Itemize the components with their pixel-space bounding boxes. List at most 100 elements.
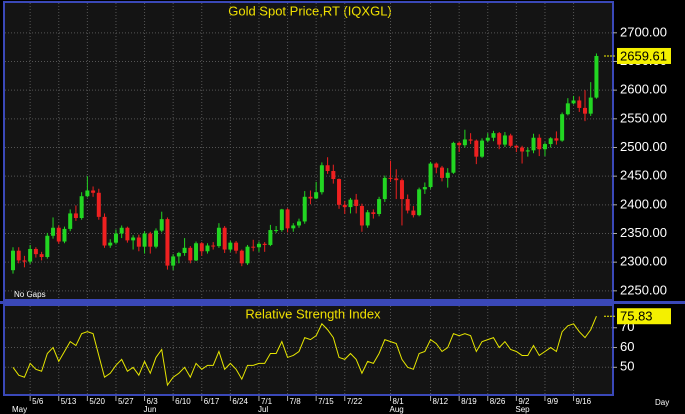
candle-body [228,242,233,250]
candle-body [342,204,347,208]
candle-body [451,142,456,173]
candle-body [457,142,462,146]
candle-body [291,225,296,229]
x-tick-label: 8/19 [461,397,477,406]
x-tick-label: 7/1 [261,397,273,406]
candle-body [85,190,90,197]
candle-body [22,260,27,262]
candle-body [319,165,324,193]
candle-body [468,139,473,141]
candle-body [440,167,444,178]
y-tick-label: 2350.00 [620,225,667,240]
month-label: Jun [144,405,157,414]
candle-body [256,243,261,248]
candle-body [274,230,279,232]
last-value-box [617,47,671,64]
candle-body [382,177,387,200]
candle-body [434,163,439,168]
candle-body [474,140,479,157]
candle-body [371,212,376,214]
candle-body [354,199,359,206]
candle-body [520,147,525,152]
candle-body [205,245,210,252]
candle-body [262,243,267,245]
candle-body [16,250,21,261]
candle-body [33,248,38,255]
candle-body [337,179,342,205]
x-tick-label: 9/9 [547,397,559,406]
y-tick-label: 60 [620,339,634,354]
candle-body [131,237,136,241]
candle-body [199,243,204,252]
candle-body [514,145,519,148]
candle-body [211,245,216,247]
candle-body [445,172,450,178]
candle-body [154,230,158,247]
x-axis-label: Day [655,398,669,407]
y-tick-label: 50 [620,359,634,374]
candle-body [176,252,181,257]
x-tick-label: 8/26 [490,397,506,406]
x-tick-label: 5/20 [89,397,105,406]
candle-body [68,213,73,229]
candle-body [297,221,301,226]
last-value-box [617,308,671,325]
y-tick-label: 2400.00 [620,196,667,211]
candle-body [234,242,239,251]
candle-body [108,242,113,246]
candle-body [285,209,290,229]
candle-body [222,227,227,250]
candle-body [91,190,96,193]
candle-body [182,247,187,253]
candle-body [502,135,507,145]
last-value-label: 75.83 [620,309,653,324]
candle-body [571,100,576,104]
month-label: Sep [515,405,530,414]
candle-body [245,246,250,264]
x-tick-label: 8/1 [393,397,405,406]
price-panel [3,1,614,301]
chart-title: Gold Spot Price,RT (IQXGL) [228,3,392,18]
candle-body [268,230,273,245]
candle-body [365,212,370,226]
candle-body [73,213,78,219]
candle-body [113,233,118,243]
x-tick-label: 6/10 [175,397,191,406]
x-tick-label: 5/27 [118,397,134,406]
candle-body [537,137,542,150]
x-tick-label: 5/13 [61,397,77,406]
candle-body [325,165,330,171]
x-tick-label: 7/22 [347,397,363,406]
candle-body [542,144,547,150]
candle-body [96,192,101,217]
candle-body [497,133,502,145]
candle-body [308,196,313,199]
x-tick-label: 7/15 [318,397,334,406]
candle-body [194,243,199,261]
candle-body [491,133,496,138]
candle-body [508,135,513,146]
candle-body [28,248,33,262]
y-tick-label: 2700.00 [620,24,667,39]
y-tick-label: 2600.00 [620,82,667,97]
candle-body [239,250,244,264]
candle-body [422,187,427,190]
candle-body [165,219,170,266]
candle-body [359,205,364,226]
candle-body [405,199,410,211]
candle-body [348,199,353,208]
candle-body [45,235,50,257]
y-tick-label: 2550.00 [620,110,667,125]
candle-body [548,138,553,145]
candle-body [51,227,56,236]
candle-body [565,103,570,115]
candle-body [560,114,565,141]
x-tick-label: 6/24 [232,397,248,406]
candle-body [62,228,67,242]
x-tick-label: 6/3 [147,397,159,406]
rsi-line [12,316,597,387]
rsi-title: Relative Strength Index [245,306,381,321]
candle-body [11,250,15,271]
candle-body [525,150,530,152]
